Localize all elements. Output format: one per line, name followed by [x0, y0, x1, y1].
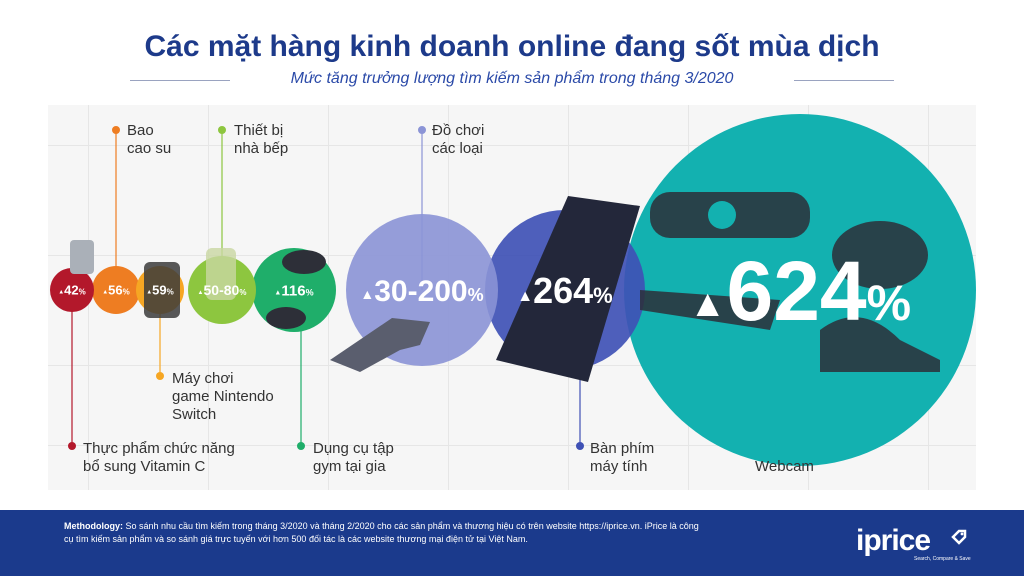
label-vitamin-line: bổ sung Vitamin C — [83, 458, 206, 475]
value-label: ▲56% — [102, 283, 130, 298]
grid-line — [48, 365, 976, 366]
value-label: ▲42% — [58, 283, 86, 298]
page-title: Các mặt hàng kinh doanh online đang sốt … — [144, 30, 880, 63]
label-condom: Bao cao su — [127, 122, 171, 158]
leader-dot — [218, 126, 226, 134]
leader-dot — [68, 442, 76, 450]
value-label: ▲624% — [689, 244, 911, 338]
keyboard-silhouette — [496, 196, 640, 382]
leader-dot — [297, 442, 305, 450]
logo-tagline: Search, Compare & Save — [914, 556, 971, 562]
tag-icon — [951, 529, 967, 545]
label-toys-line: các loại — [432, 140, 483, 157]
label-kitchen-line: nhà bếp — [234, 140, 289, 157]
label-nintendo: Máy chơi game Nintendo Switch — [172, 370, 274, 424]
console-silhouette — [144, 262, 180, 318]
label-nintendo-line: game Nintendo — [172, 388, 274, 405]
label-webcam-line: Webcam — [755, 458, 814, 475]
leader-dot — [418, 126, 426, 134]
label-condom-line: cao su — [127, 140, 172, 157]
value-label: ▲50-80% — [198, 282, 247, 298]
label-keyboard: Bàn phím máy tính — [590, 440, 654, 476]
subtitle-rule-right — [794, 80, 894, 81]
label-vitamin: Thực phẩm chức năng bổ sung Vitamin C — [83, 440, 235, 476]
toy-silhouette — [330, 318, 430, 372]
label-webcam: Webcam — [755, 458, 814, 476]
grid-line — [48, 145, 976, 146]
label-keyboard-line: máy tính — [590, 458, 648, 475]
leader-dot — [576, 442, 584, 450]
webcam-silhouette — [820, 317, 940, 372]
value-label: ▲30-200% — [360, 275, 483, 308]
methodology-label: Methodology: — [64, 521, 123, 531]
grid-line — [48, 445, 976, 446]
label-gym: Dụng cụ tập gym tại gia — [313, 440, 394, 476]
value-label: ▲264% — [517, 270, 612, 311]
vitamin-silhouette — [70, 240, 94, 274]
dumbbell-silhouette — [266, 307, 306, 329]
subtitle-block: Mức tăng trưởng lượng tìm kiếm sản phẩm … — [130, 70, 894, 92]
label-nintendo-line: Máy chơi — [172, 370, 234, 387]
bubble — [92, 266, 140, 314]
label-toys-line: Đồ chơi — [432, 122, 485, 139]
bubble-chart: ▲42% ▲56% ▲59% ▲50-80% ▲116% ▲30-200% ▲264% ▲62… — [50, 114, 976, 466]
label-condom-line: Bao — [127, 122, 154, 139]
page-subtitle: Mức tăng trưởng lượng tìm kiếm sản phẩm … — [290, 70, 734, 87]
label-kitchen: Thiết bị nhà bếp — [234, 122, 288, 158]
label-gym-line: Dụng cụ tập — [313, 440, 394, 457]
value-label: ▲59% — [146, 283, 174, 298]
keyboard-cable — [640, 290, 780, 330]
webcam-lens — [708, 201, 736, 229]
subtitle-rule-left — [130, 80, 230, 81]
bubble — [50, 268, 94, 312]
label-toys: Đồ chơi các loại — [432, 122, 484, 158]
leader-dot — [156, 372, 164, 380]
label-gym-line: gym tại gia — [313, 458, 386, 475]
leader-dot — [112, 126, 120, 134]
methodology-text: Methodology: So sánh nhu cầu tìm kiếm tr… — [64, 520, 704, 546]
kitchen-silhouette — [206, 248, 236, 300]
label-nintendo-line: Switch — [172, 406, 217, 423]
value-label: ▲116% — [274, 282, 313, 299]
iprice-logo[interactable]: iprice — [856, 524, 931, 557]
footer: Methodology: So sánh nhu cầu tìm kiếm tr… — [0, 510, 1024, 576]
methodology-body: So sánh nhu cầu tìm kiếm trong tháng 3/2… — [64, 521, 699, 544]
dumbbell-silhouette — [282, 250, 326, 274]
label-vitamin-line: Thực phẩm chức năng — [83, 440, 235, 457]
label-kitchen-line: Thiết bị — [234, 122, 284, 139]
webcam-silhouette — [832, 221, 928, 289]
label-keyboard-line: Bàn phím — [590, 440, 655, 457]
